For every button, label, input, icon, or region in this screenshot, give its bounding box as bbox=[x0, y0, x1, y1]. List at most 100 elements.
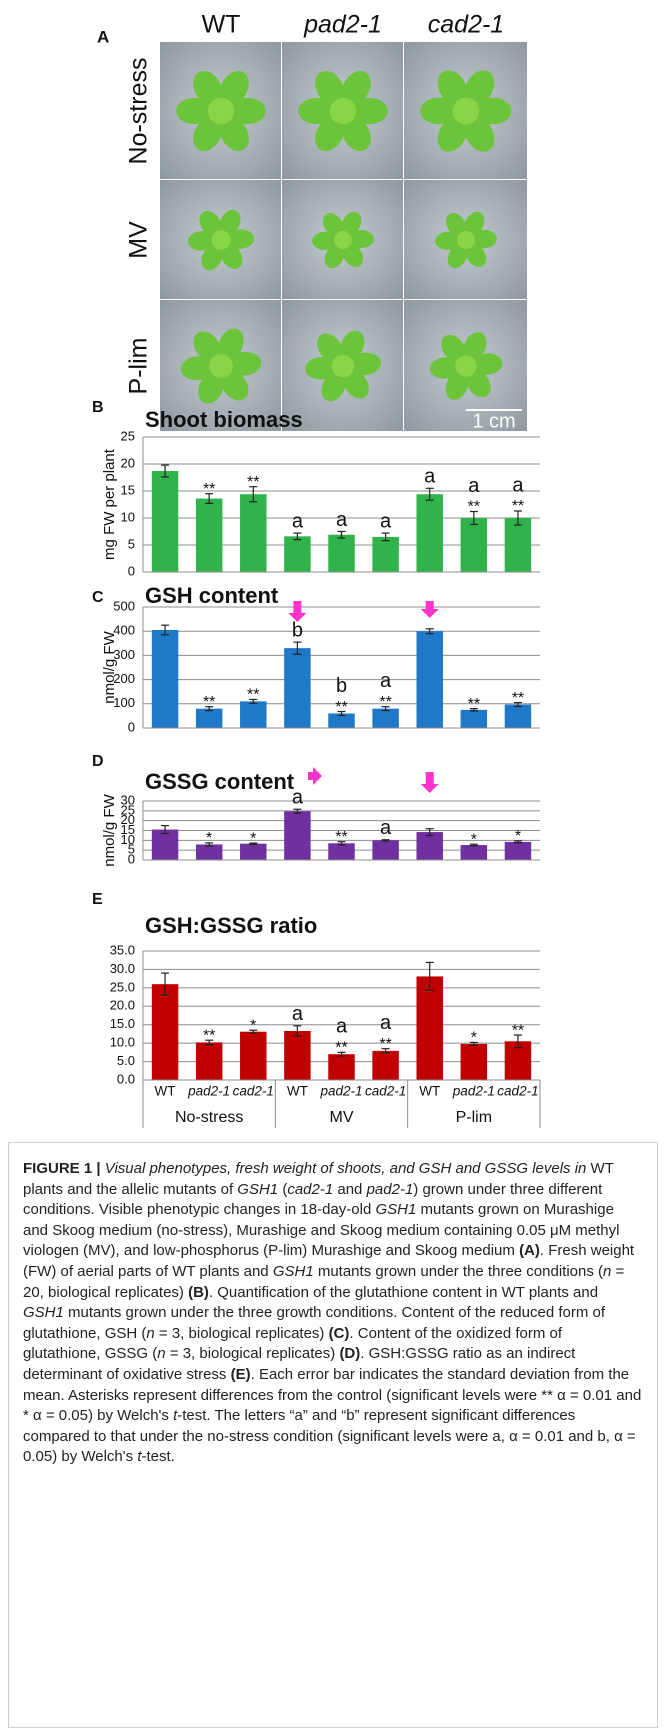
leaf bbox=[219, 209, 241, 236]
group-label: MV bbox=[330, 1109, 354, 1126]
error-bar bbox=[161, 824, 170, 835]
bar bbox=[328, 713, 355, 728]
caption-text: ) grown under three different conditions… bbox=[23, 1180, 603, 1219]
leaf bbox=[317, 333, 343, 363]
leaf bbox=[180, 356, 214, 381]
caption-text: GSH1 bbox=[23, 1304, 64, 1322]
error-bar bbox=[513, 510, 522, 526]
caption-text: . Each error bar indicates the standard … bbox=[23, 1365, 642, 1425]
bar bbox=[240, 494, 267, 572]
significance-label: ** bbox=[335, 829, 347, 846]
leaf bbox=[350, 97, 388, 125]
error-bar bbox=[425, 828, 434, 837]
bar bbox=[151, 984, 179, 1080]
leaf bbox=[220, 243, 243, 269]
y-tick-label: 15 bbox=[121, 822, 135, 837]
leaf bbox=[228, 351, 262, 376]
y-tick-label: 200 bbox=[113, 671, 135, 686]
y-tick-label: 10 bbox=[121, 832, 135, 847]
leaf bbox=[340, 330, 365, 361]
panel-letter: B bbox=[92, 399, 104, 416]
leaf bbox=[464, 211, 485, 236]
bar bbox=[504, 704, 532, 728]
y-axis-label: mg FW per plant bbox=[101, 448, 118, 560]
y-tick-label: 20 bbox=[121, 455, 135, 470]
caption-text: Visual phenotypes, fresh weight of shoot… bbox=[104, 1160, 587, 1177]
error-bar bbox=[205, 493, 214, 505]
bar bbox=[151, 629, 179, 728]
bar bbox=[284, 536, 311, 572]
bar bbox=[504, 518, 532, 572]
caption-text: -test. The letters “a” and “b” represent… bbox=[23, 1407, 636, 1466]
significance-label: ** bbox=[468, 696, 480, 713]
leaf bbox=[445, 371, 469, 400]
column-label: pad2-1 bbox=[303, 11, 382, 39]
chart-title: GSSG content bbox=[145, 769, 295, 794]
caption-text: = 3, biological replicates) bbox=[154, 1324, 329, 1342]
bar bbox=[240, 1031, 267, 1080]
caption-text: (B) bbox=[188, 1283, 209, 1301]
leaf bbox=[218, 328, 244, 361]
significance-label: ** bbox=[512, 1022, 524, 1039]
highlight-arrow bbox=[308, 767, 322, 785]
panel-letter: D bbox=[92, 753, 104, 770]
caption-text: (C) bbox=[328, 1324, 350, 1342]
leaf bbox=[312, 231, 338, 250]
chart-title: GSH:GSSG ratio bbox=[145, 913, 317, 938]
significance-label: a bbox=[336, 1016, 348, 1038]
bar bbox=[460, 709, 488, 728]
significance-label: a bbox=[380, 670, 392, 692]
leaf bbox=[305, 356, 337, 380]
significance-label: * bbox=[515, 828, 521, 845]
leaf bbox=[315, 70, 345, 106]
y-tick-label: 10.0 bbox=[110, 1035, 135, 1050]
y-tick-label: 25 bbox=[121, 428, 135, 443]
significance-label: a bbox=[380, 1012, 392, 1034]
caption-text: cad2-1 bbox=[287, 1180, 334, 1198]
bar bbox=[195, 498, 223, 572]
caption-text: GSH1 bbox=[375, 1201, 417, 1219]
y-axis-label: nmol/g FW bbox=[101, 630, 118, 703]
significance-label: ** bbox=[335, 1040, 347, 1057]
panel-letter: E bbox=[92, 891, 103, 908]
leaf bbox=[193, 331, 221, 362]
bar bbox=[151, 471, 179, 572]
rosette-center bbox=[455, 355, 477, 377]
error-bar bbox=[249, 698, 258, 704]
bar bbox=[284, 811, 311, 860]
significance-label: a bbox=[380, 510, 392, 532]
column-label: cad2-1 bbox=[428, 11, 504, 39]
significance-label: a bbox=[336, 509, 348, 531]
bar bbox=[416, 631, 443, 728]
figure-caption: FIGURE 1 | Visual phenotypes, fresh weig… bbox=[8, 1142, 658, 1728]
leaf bbox=[472, 353, 503, 375]
error-bar bbox=[425, 628, 434, 635]
error-bar bbox=[249, 842, 258, 845]
leaf bbox=[176, 97, 214, 125]
error-bar bbox=[425, 487, 434, 501]
significance-label: a bbox=[292, 787, 304, 809]
error-bar bbox=[205, 706, 214, 712]
scale-bar-label: 1 cm bbox=[472, 410, 515, 432]
caption-text: . Content of the oxidized form of glutat… bbox=[23, 1324, 563, 1363]
caption-text: n bbox=[603, 1262, 612, 1280]
y-tick-label: 0.0 bbox=[117, 1071, 135, 1086]
error-bar bbox=[513, 840, 522, 844]
bar bbox=[328, 1054, 355, 1080]
significance-label: a bbox=[292, 1003, 304, 1025]
error-bar bbox=[293, 532, 302, 541]
panel-letter: C bbox=[92, 589, 104, 606]
y-tick-label: 0 bbox=[128, 719, 135, 734]
error-bar bbox=[161, 464, 170, 478]
rosette-center bbox=[452, 97, 480, 125]
group-label: No-stress bbox=[175, 1109, 243, 1126]
leaf bbox=[464, 70, 495, 106]
row-label: P-lim bbox=[125, 338, 153, 395]
error-bar bbox=[513, 1034, 522, 1049]
significance-label: * bbox=[250, 830, 256, 847]
leaf bbox=[341, 211, 362, 236]
bar bbox=[372, 1050, 399, 1080]
leaf bbox=[343, 369, 369, 399]
